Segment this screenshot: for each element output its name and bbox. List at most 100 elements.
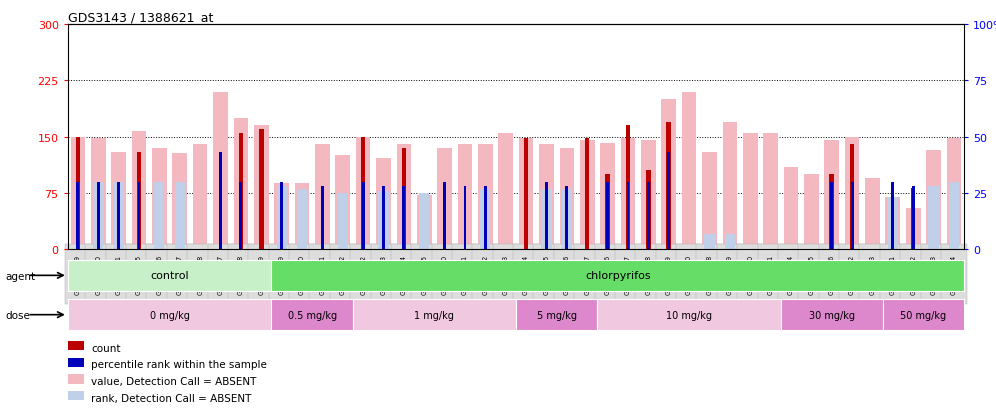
Bar xyxy=(882,299,964,330)
Bar xyxy=(949,183,959,250)
Bar xyxy=(743,133,758,250)
Bar xyxy=(641,141,655,250)
Text: rank, Detection Call = ABSENT: rank, Detection Call = ABSENT xyxy=(91,393,251,403)
Bar xyxy=(866,178,879,250)
Bar xyxy=(213,93,228,250)
Bar xyxy=(887,197,898,250)
Text: control: control xyxy=(150,271,189,281)
Bar xyxy=(911,188,915,250)
Bar xyxy=(891,183,894,250)
Bar xyxy=(681,93,696,250)
Bar xyxy=(239,183,242,250)
Bar xyxy=(625,126,630,250)
Bar xyxy=(272,260,964,291)
Bar xyxy=(580,141,595,250)
Bar xyxy=(825,141,839,250)
Bar xyxy=(661,100,676,250)
Bar xyxy=(928,186,938,250)
Text: count: count xyxy=(91,343,121,353)
Bar xyxy=(295,184,310,250)
Text: 0.5 mg/kg: 0.5 mg/kg xyxy=(288,310,337,320)
Text: agent: agent xyxy=(5,271,35,281)
Bar xyxy=(378,191,388,250)
Text: 30 mg/kg: 30 mg/kg xyxy=(809,310,855,320)
Bar xyxy=(463,186,466,250)
Bar xyxy=(845,137,860,250)
Bar xyxy=(626,183,629,250)
Bar xyxy=(831,183,833,250)
Text: 1 mg/kg: 1 mg/kg xyxy=(414,310,454,320)
Bar xyxy=(601,143,615,250)
Bar xyxy=(401,149,406,250)
Bar xyxy=(480,190,490,250)
Bar xyxy=(851,183,854,250)
Text: percentile rank within the sample: percentile rank within the sample xyxy=(91,360,267,370)
Bar xyxy=(336,156,351,250)
Bar xyxy=(647,183,649,250)
Bar xyxy=(524,139,528,250)
Bar xyxy=(830,175,834,250)
Bar xyxy=(97,183,100,250)
Bar xyxy=(239,133,243,250)
Bar xyxy=(274,184,289,250)
Bar xyxy=(136,152,141,250)
Bar xyxy=(784,167,799,250)
Bar xyxy=(71,137,86,250)
Bar xyxy=(607,183,609,250)
Bar xyxy=(272,299,353,330)
Bar xyxy=(419,194,429,250)
Bar xyxy=(804,175,819,250)
Bar xyxy=(131,131,146,250)
Text: chlorpyrifos: chlorpyrifos xyxy=(585,271,650,281)
Bar xyxy=(376,158,390,250)
Bar xyxy=(112,152,125,250)
Text: 10 mg/kg: 10 mg/kg xyxy=(666,310,712,320)
Bar xyxy=(566,186,569,250)
Text: GDS3143 / 1388621_at: GDS3143 / 1388621_at xyxy=(68,11,213,24)
Bar xyxy=(219,152,222,250)
Bar xyxy=(763,133,778,250)
Bar xyxy=(443,183,446,250)
Bar xyxy=(297,190,307,250)
Bar xyxy=(254,126,269,250)
Bar xyxy=(621,139,635,250)
Bar xyxy=(542,190,552,250)
Bar xyxy=(277,186,287,250)
Bar xyxy=(458,145,472,250)
Bar xyxy=(725,235,735,250)
Bar xyxy=(396,145,411,250)
Bar xyxy=(702,152,717,250)
Bar xyxy=(193,145,207,250)
Bar xyxy=(356,137,371,250)
Bar xyxy=(68,299,272,330)
Bar xyxy=(722,122,737,250)
Bar xyxy=(667,152,670,250)
Bar xyxy=(94,183,104,250)
Text: 50 mg/kg: 50 mg/kg xyxy=(900,310,946,320)
Bar xyxy=(906,209,920,250)
Bar xyxy=(606,175,610,250)
Text: value, Detection Call = ABSENT: value, Detection Call = ABSENT xyxy=(91,376,256,386)
Bar xyxy=(585,139,590,250)
Bar xyxy=(315,145,330,250)
Bar xyxy=(361,137,366,250)
Bar xyxy=(545,183,548,250)
Bar xyxy=(338,194,348,250)
Bar xyxy=(172,154,187,250)
Bar xyxy=(885,197,900,250)
Bar xyxy=(417,196,431,250)
Bar xyxy=(68,358,84,367)
Bar xyxy=(598,299,781,330)
Bar xyxy=(646,171,650,250)
Bar xyxy=(68,391,84,400)
Bar xyxy=(259,130,264,250)
Bar xyxy=(560,149,574,250)
Bar xyxy=(353,299,516,330)
Bar xyxy=(233,119,248,250)
Bar xyxy=(781,299,882,330)
Bar xyxy=(137,183,140,250)
Bar xyxy=(539,145,554,250)
Bar xyxy=(280,183,283,250)
Bar xyxy=(850,145,855,250)
Bar xyxy=(152,149,166,250)
